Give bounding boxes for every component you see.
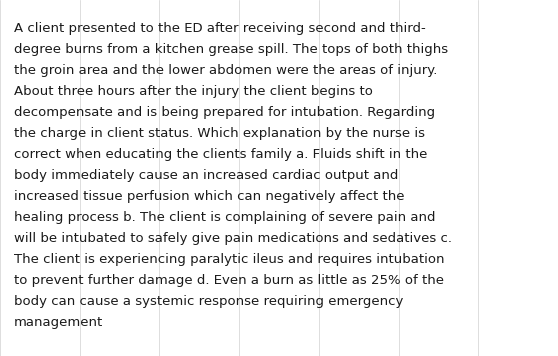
Text: A client presented to the ED after receiving second and third-: A client presented to the ED after recei… [14, 22, 426, 35]
Text: will be intubated to safely give pain medications and sedatives c.: will be intubated to safely give pain me… [14, 232, 452, 245]
Text: increased tissue perfusion which can negatively affect the: increased tissue perfusion which can neg… [14, 190, 405, 203]
Text: body can cause a systemic response requiring emergency: body can cause a systemic response requi… [14, 295, 403, 308]
Text: About three hours after the injury the client begins to: About three hours after the injury the c… [14, 85, 373, 98]
Text: degree burns from a kitchen grease spill. The tops of both thighs: degree burns from a kitchen grease spill… [14, 43, 448, 56]
Text: the groin area and the lower abdomen were the areas of injury.: the groin area and the lower abdomen wer… [14, 64, 437, 77]
Text: to prevent further damage d. Even a burn as little as 25% of the: to prevent further damage d. Even a burn… [14, 274, 444, 287]
Text: the charge in client status. Which explanation by the nurse is: the charge in client status. Which expla… [14, 127, 425, 140]
Text: management: management [14, 316, 103, 329]
Text: body immediately cause an increased cardiac output and: body immediately cause an increased card… [14, 169, 398, 182]
Text: healing process b. The client is complaining of severe pain and: healing process b. The client is complai… [14, 211, 435, 224]
Text: correct when educating the clients family a. Fluids shift in the: correct when educating the clients famil… [14, 148, 427, 161]
Text: The client is experiencing paralytic ileus and requires intubation: The client is experiencing paralytic ile… [14, 253, 445, 266]
Text: decompensate and is being prepared for intubation. Regarding: decompensate and is being prepared for i… [14, 106, 435, 119]
